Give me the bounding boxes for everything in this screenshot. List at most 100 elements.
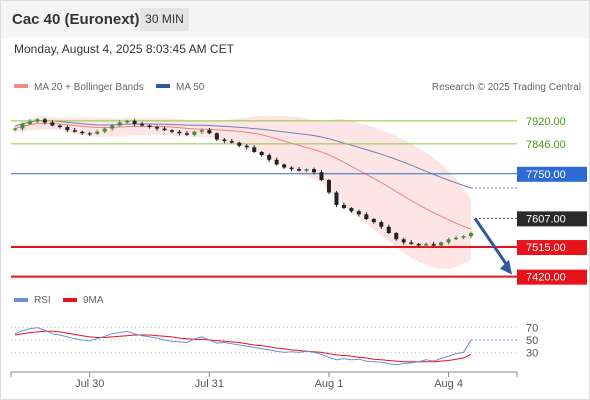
rsi-legend-label: RSI xyxy=(34,295,51,306)
candle-body xyxy=(304,169,309,171)
candle-body xyxy=(42,119,47,123)
candle-body xyxy=(259,151,264,156)
candle-body xyxy=(319,172,324,181)
candle-body xyxy=(416,243,421,246)
bollinger-legend-swatch xyxy=(14,84,28,88)
x-tick-label: Jul 31 xyxy=(195,378,224,390)
candle-body xyxy=(155,127,160,129)
candle-body xyxy=(72,130,77,132)
bollinger-legend-label: MA 20 + Bollinger Bands xyxy=(34,82,144,93)
candle-body xyxy=(267,155,272,160)
candle-body xyxy=(87,133,92,135)
rsi-ma-line xyxy=(14,330,472,363)
candle-body xyxy=(371,218,376,223)
level-box-7420-00 xyxy=(517,269,587,285)
rsi-level-label-30: 30 xyxy=(526,347,538,359)
candle-body xyxy=(469,233,473,237)
x-tick-label: Jul 30 xyxy=(75,378,104,390)
level-label-7607-00: 7607.00 xyxy=(526,213,566,225)
candle-body xyxy=(252,147,257,152)
instrument-title: Cac 40 (Euronext) xyxy=(12,11,140,28)
candle-body xyxy=(326,180,331,193)
candle-body xyxy=(454,237,459,240)
candle-body xyxy=(147,125,152,128)
projection-shaft xyxy=(473,217,510,268)
candle-body xyxy=(289,167,294,170)
candle-body xyxy=(439,242,444,246)
price-levels: 7920.00 7846.00 7750.00 7607.00 7515.00 7420.… xyxy=(11,116,587,285)
candle-body xyxy=(237,142,242,146)
candle-body xyxy=(169,130,174,132)
candle-body xyxy=(13,128,17,130)
header-bar: Cac 40 (Euronext) 30 MIN xyxy=(1,1,589,38)
candle-body xyxy=(50,122,55,126)
candle-body xyxy=(95,131,100,134)
candle-body xyxy=(364,214,369,219)
rsi-ma-legend-swatch xyxy=(63,298,77,302)
rsi-level-label-50: 50 xyxy=(526,335,538,347)
candle-body xyxy=(117,122,122,126)
candle-body xyxy=(177,131,182,134)
candle-body xyxy=(184,133,189,135)
candle-body xyxy=(207,130,212,134)
level-box-7515-00 xyxy=(517,240,587,256)
level-label-7750-00: 7750.00 xyxy=(526,169,566,181)
bollinger-band-fill xyxy=(15,115,471,270)
candle-body xyxy=(102,128,107,132)
credit-text: Research © 2025 Trading Central xyxy=(432,82,581,93)
ma20-line xyxy=(14,122,472,230)
candle-body xyxy=(199,130,204,132)
candle-body xyxy=(409,242,414,244)
projection-arrow xyxy=(473,217,512,275)
timeframe-badge[interactable]: 30 MIN xyxy=(140,8,189,31)
candle-body xyxy=(214,133,219,140)
candle-body xyxy=(461,236,466,238)
candle-body xyxy=(27,121,32,124)
level-box-7607-00 xyxy=(517,211,587,227)
candle-body xyxy=(349,208,354,212)
candle-body xyxy=(132,120,137,124)
legend: MA 20 + Bollinger Bands MA 50 Research ©… xyxy=(14,82,581,93)
rsi-legend-swatch xyxy=(14,298,28,302)
ma50-legend-label: MA 50 xyxy=(176,82,205,93)
level-label-7846-00: 7846.00 xyxy=(526,139,566,151)
candle-body xyxy=(356,211,361,215)
candle-body xyxy=(312,169,317,173)
candle-body xyxy=(431,243,436,246)
candle-body xyxy=(110,125,115,129)
candle-body xyxy=(386,226,391,234)
timestamp: Monday, August 4, 2025 8:03:45 AM CET xyxy=(14,42,234,56)
candle-body xyxy=(20,123,25,129)
candle-body xyxy=(424,243,429,246)
level-label-7920-00: 7920.00 xyxy=(526,116,566,128)
candle-body xyxy=(125,120,130,123)
rsi-legend: RSI 9MA xyxy=(14,295,104,306)
candle-body xyxy=(379,222,384,227)
candle-body xyxy=(334,192,339,205)
candle-body xyxy=(57,125,62,128)
candle-body xyxy=(282,164,287,168)
projection-head xyxy=(500,259,512,275)
candle-body xyxy=(35,119,40,122)
candle-body xyxy=(297,169,302,171)
candle-body xyxy=(192,131,197,135)
candle-body xyxy=(229,141,234,143)
price-plot xyxy=(14,115,517,270)
rsi-line xyxy=(14,327,472,366)
x-axis: Jul 30 Jul 31 Aug 1 Aug 4 xyxy=(10,371,518,390)
candles xyxy=(13,117,473,248)
candle-body xyxy=(65,127,70,131)
rsi-ma-legend-label: 9MA xyxy=(83,295,104,306)
candle-body xyxy=(162,128,167,131)
ma50-line xyxy=(14,120,472,189)
candle-body xyxy=(244,145,249,148)
candle-body xyxy=(80,131,85,134)
candle-body xyxy=(446,239,451,243)
x-tick-label: Aug 1 xyxy=(315,378,344,390)
level-box-7750-00 xyxy=(517,166,587,182)
rsi-level-label-70: 70 xyxy=(526,323,538,335)
candle-body xyxy=(341,204,346,209)
